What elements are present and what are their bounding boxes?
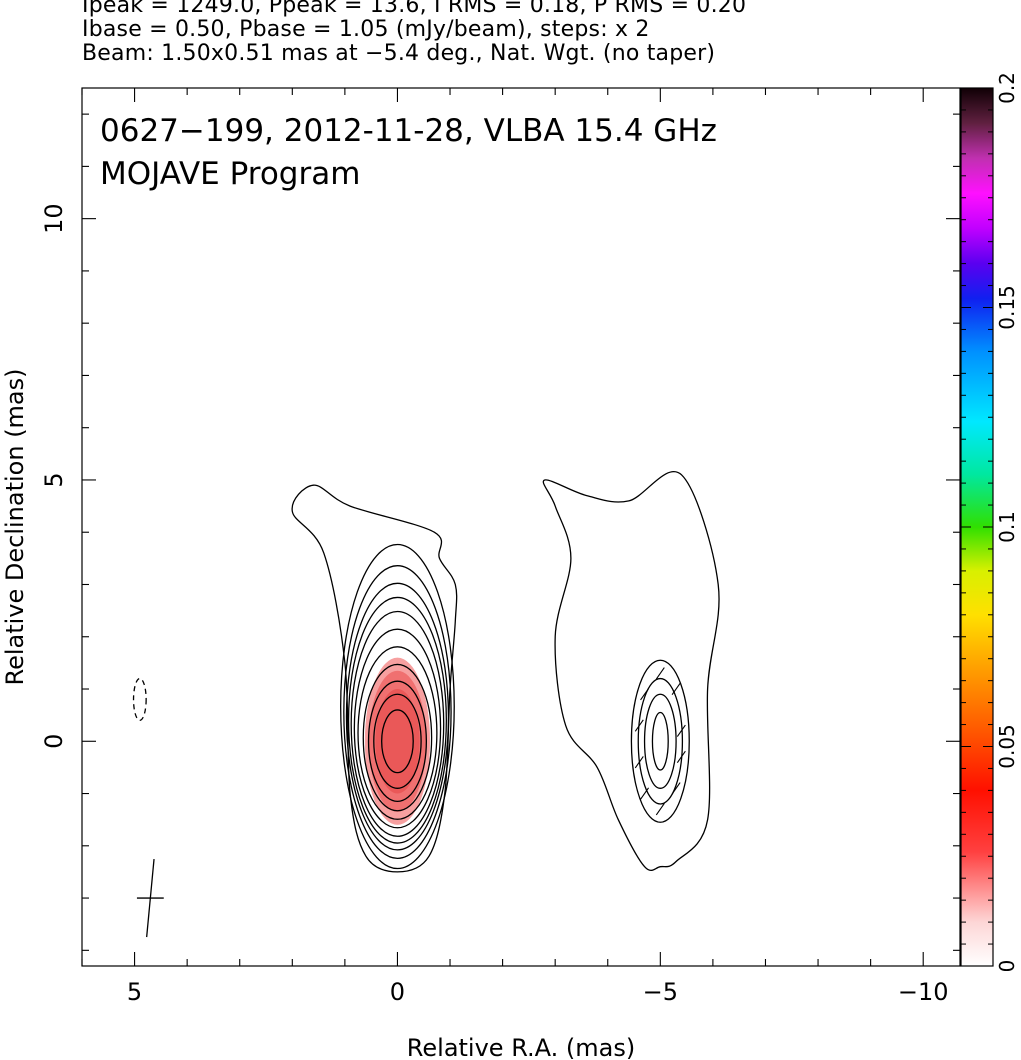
intensity-outer-contour	[291, 484, 458, 873]
colorbar-tick-label: 0.2	[995, 72, 1019, 104]
chart-subtitle: MOJAVE Program	[100, 156, 360, 192]
colorbar-tick-label: 0	[995, 960, 1019, 973]
evpa-vector	[676, 724, 686, 737]
evpa-vector	[634, 719, 644, 732]
colorbar-tick-label: 0.15	[995, 285, 1019, 330]
y-axis-label: Relative Declination (mas)	[1, 368, 29, 685]
header-line-3: Beam: 1.50x0.51 mas at −5.4 deg., Nat. W…	[82, 41, 716, 66]
intensity-contour	[357, 646, 438, 820]
y-tick-label: 5	[40, 472, 68, 487]
intensity-contour	[367, 680, 428, 803]
x-tick-label: −10	[898, 978, 949, 1006]
evpa-vectors	[634, 667, 686, 816]
intensity-contour	[343, 565, 452, 859]
x-axis-label: Relative R.A. (mas)	[407, 1034, 635, 1060]
polarization-contour	[651, 711, 669, 771]
chart-title: 0627−199, 2012-11-28, VLBA 15.4 GHz	[100, 113, 717, 149]
polarization-contour	[643, 693, 677, 789]
colorbar-tick-label: 0.1	[995, 511, 1019, 543]
negative-contour	[132, 677, 147, 722]
plot-frame	[81, 87, 961, 967]
beam-marker	[136, 858, 164, 938]
y-tick-label: 10	[40, 203, 68, 234]
colorbar-tick-label: 0.05	[995, 724, 1019, 769]
intensity-contour	[373, 693, 422, 789]
evpa-vector	[671, 682, 681, 696]
x-tick-label: 0	[390, 978, 405, 1006]
polarization-outer-contour	[542, 471, 720, 872]
evpa-vector	[676, 750, 686, 764]
intensity-contour	[353, 628, 442, 829]
evpa-vector	[640, 688, 650, 701]
intensity-contour	[381, 709, 414, 774]
evpa-vector	[655, 803, 665, 816]
evpa-vector	[671, 782, 681, 795]
polarization-contour	[637, 677, 684, 805]
evpa-vector	[634, 756, 644, 769]
evpa-vector	[640, 787, 650, 800]
colorbar-ticks: 0 0.05 0.1 0.15 0.2	[961, 72, 1019, 972]
intensity-contour	[340, 543, 455, 870]
fractional-pol-fill	[364, 657, 431, 825]
polarization-contour	[630, 659, 690, 823]
x-tick-label: −5	[643, 978, 678, 1006]
intensity-contour	[347, 596, 447, 844]
axis-ticks: 5 0 −5 −10 0 5 10	[40, 88, 960, 1006]
header-line-2: Ibase = 0.50, Pbase = 1.05 (mJy/beam), s…	[82, 17, 650, 42]
fill-inner	[375, 689, 420, 794]
intensity-contour	[350, 610, 445, 837]
evpa-vector	[655, 667, 665, 680]
x-tick-label: 5	[127, 978, 142, 1006]
y-tick-label: 0	[40, 734, 68, 749]
header-line-1: Ipeak = 1249.0, Ppeak = 13.6, I RMS = 0.…	[82, 0, 747, 18]
contour-lines	[132, 471, 720, 873]
intensity-contour	[362, 663, 433, 812]
